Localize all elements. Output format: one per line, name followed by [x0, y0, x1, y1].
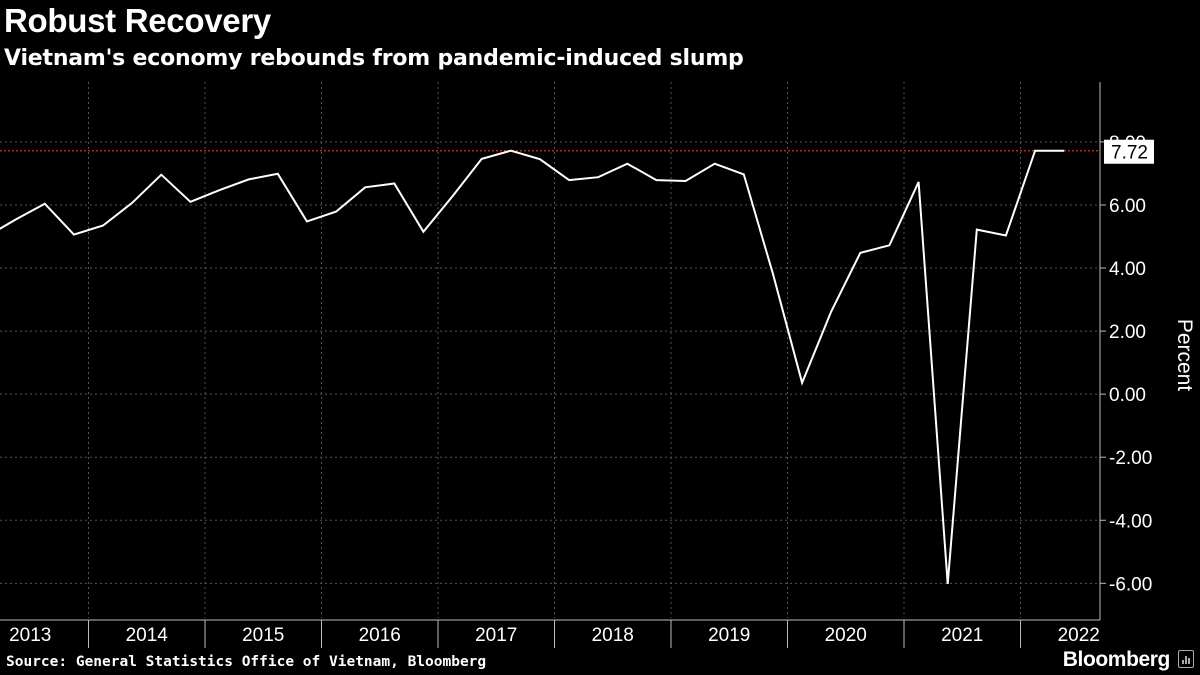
y-tick-label: -4.00: [1109, 511, 1152, 532]
series-line: [0, 149, 1065, 584]
bloomberg-logo: Bloomberg: [1062, 648, 1171, 671]
y-tick-label: 6.00: [1109, 196, 1146, 217]
y-tick-label: -2.00: [1109, 448, 1152, 469]
x-tick-label: 2018: [592, 625, 634, 646]
y-axis-label: Percent: [1173, 318, 1196, 392]
y-tick-label: 2.00: [1109, 322, 1146, 343]
x-tick-label: 2017: [475, 625, 517, 646]
axes: [0, 82, 1106, 648]
y-tick-label: 0.00: [1109, 385, 1146, 406]
x-tick-label: 2013: [9, 625, 51, 646]
source-note: Source: General Statistics Office of Vie…: [6, 654, 487, 670]
last-value-label: 7.72: [1111, 143, 1148, 164]
chart-icon: [1178, 650, 1194, 668]
x-tick-label: 2021: [941, 625, 983, 646]
chart-subtitle: Vietnam's economy rebounds from pandemic…: [4, 46, 744, 71]
series-layer: [0, 149, 1065, 585]
x-tick-label: 2015: [242, 625, 284, 646]
y-tick-label: 4.00: [1109, 259, 1146, 280]
x-tick-label: 2019: [708, 625, 750, 646]
x-tick-label: 2022: [1058, 625, 1100, 646]
x-tick-label: 2014: [126, 625, 169, 646]
grid-lines: [0, 82, 1100, 618]
y-tick-label: -6.00: [1109, 574, 1152, 595]
x-tick-label: 2016: [359, 625, 401, 646]
last-value-box: [1104, 139, 1154, 164]
chart-title: Robust Recovery: [4, 2, 271, 39]
x-tick-label: 2020: [825, 625, 867, 646]
label-layer: -6.00-4.00-2.000.002.004.006.008.0020132…: [9, 133, 1154, 646]
